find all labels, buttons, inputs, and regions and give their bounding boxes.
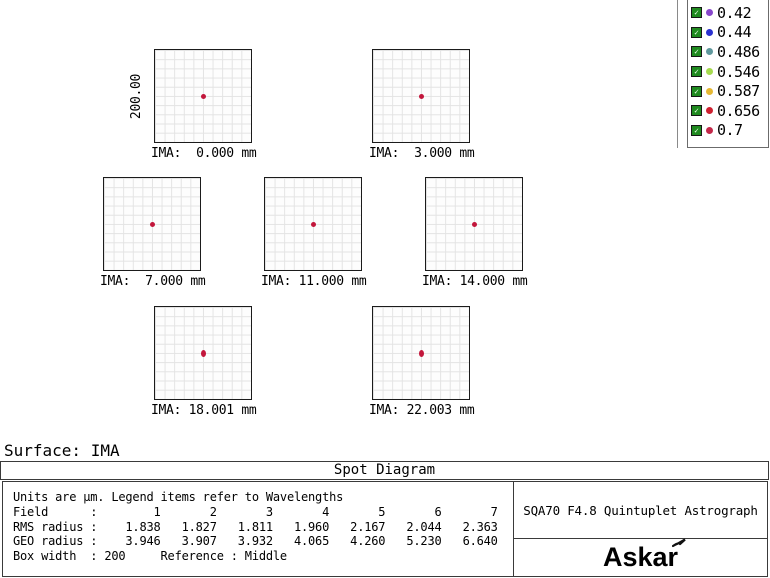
wavelength-legend: ✓ 0.42 ✓ 0.44 ✓ 0.486 ✓ 0.546 ✓ 0.587 ✓ 0.656 ✓ 0.7 — [687, 0, 769, 148]
stats-line: Box width : 200 Reference : Middle — [13, 549, 287, 564]
ima-label: IMA: 11.000 mm — [261, 274, 367, 289]
stats-line: Units are µm. Legend items refer to Wave… — [13, 490, 344, 504]
legend-item[interactable]: ✓ 0.656 — [691, 101, 768, 121]
legend-item[interactable]: ✓ 0.486 — [691, 42, 768, 62]
spot-box — [372, 306, 470, 400]
stats-line: Field : 1 2 3 4 5 6 7 — [13, 504, 498, 519]
legend-item[interactable]: ✓ 0.546 — [691, 62, 768, 82]
legend-item[interactable]: ✓ 0.42 — [691, 3, 768, 23]
spot-cell: IMA: 18.001 mm — [151, 306, 257, 418]
ima-label: IMA: 7.000 mm — [100, 274, 206, 289]
ima-label: IMA: 18.001 mm — [151, 403, 257, 418]
wavelength-color-dot — [706, 48, 713, 56]
wavelength-checkbox-icon[interactable]: ✓ — [691, 85, 702, 97]
wavelength-checkbox-icon[interactable]: ✓ — [691, 7, 702, 19]
logo-swoosh-icon — [672, 538, 686, 548]
askar-logo: Askar — [602, 538, 686, 573]
spot-cell: IMA: 7.000 mm — [100, 177, 206, 289]
wavelength-value: 0.656 — [717, 101, 760, 120]
wavelength-value: 0.42 — [717, 3, 752, 22]
spot-row-3: IMA: 18.001 mm IMA: 22.003 mm — [151, 306, 475, 418]
ima-label: IMA: 3.000 mm — [369, 146, 475, 161]
wavelength-checkbox-icon[interactable]: ✓ — [691, 46, 702, 58]
stats-table: Units are µm. Legend items refer to Wave… — [2, 481, 768, 577]
spot-point — [471, 221, 477, 227]
legend-divider-line — [677, 0, 678, 148]
spot-point — [200, 93, 206, 99]
spot-point — [418, 93, 424, 99]
wavelength-color-dot — [706, 9, 713, 17]
stats-text-cell: Units are µm. Legend items refer to Wave… — [3, 482, 514, 576]
wavelength-color-dot — [706, 68, 713, 76]
spot-row-2: IMA: 7.000 mm IMA: 11.000 mm IMA: 14.000 m… — [100, 177, 528, 289]
wavelength-value: 0.44 — [717, 23, 752, 42]
spot-cell: IMA: 14.000 mm — [422, 177, 528, 289]
wavelength-checkbox-icon[interactable]: ✓ — [691, 66, 702, 78]
box-scale-label: 200.00 — [128, 49, 146, 143]
ima-label: IMA: 22.003 mm — [369, 403, 475, 418]
spot-box — [425, 177, 523, 271]
spot-point — [149, 221, 155, 227]
wavelength-value: 0.486 — [717, 42, 760, 61]
spot-point — [310, 221, 316, 227]
product-name: SQA70 F4.8 Quintuplet Astrograph — [514, 482, 767, 539]
branding-cell: SQA70 F4.8 Quintuplet Astrograph Askar — [514, 482, 767, 576]
spot-cell: IMA: 22.003 mm — [369, 306, 475, 418]
wavelength-checkbox-icon[interactable]: ✓ — [691, 105, 702, 117]
wavelength-color-dot — [706, 126, 713, 134]
wavelength-value: 0.587 — [717, 82, 760, 101]
spot-cell: 200.00 IMA: 0.000 mm — [130, 49, 257, 161]
wavelength-color-dot — [706, 87, 713, 95]
surface-label: Surface: IMA — [4, 441, 120, 460]
legend-item[interactable]: ✓ 0.587 — [691, 81, 768, 101]
spot-box — [154, 306, 252, 400]
wavelength-value: 0.546 — [717, 62, 760, 81]
spot-point — [418, 349, 424, 357]
spot-box — [264, 177, 362, 271]
wavelength-value: 0.7 — [717, 121, 743, 140]
spot-point — [200, 349, 206, 357]
scale-value: 200.00 — [129, 73, 145, 119]
legend-item[interactable]: ✓ 0.44 — [691, 23, 768, 43]
wavelength-checkbox-icon[interactable]: ✓ — [691, 26, 702, 38]
diagram-title: Spot Diagram — [0, 461, 769, 480]
ima-label: IMA: 14.000 mm — [422, 274, 528, 289]
spot-row-1: 200.00 IMA: 0.000 mm IMA: 3.000 mm — [130, 49, 475, 161]
spot-box — [372, 49, 470, 143]
spot-cell: IMA: 3.000 mm — [369, 49, 475, 161]
ima-label: IMA: 0.000 mm — [151, 146, 257, 161]
spot-cell: IMA: 11.000 mm — [261, 177, 367, 289]
legend-item[interactable]: ✓ 0.7 — [691, 121, 768, 141]
wavelength-color-dot — [706, 107, 713, 115]
stats-line: RMS radius : 1.838 1.827 1.811 1.960 2.1… — [13, 519, 498, 534]
wavelength-checkbox-icon[interactable]: ✓ — [691, 124, 702, 136]
logo-text: Askar — [602, 542, 679, 572]
spot-box — [154, 49, 252, 143]
wavelength-color-dot — [706, 28, 713, 36]
spot-box — [103, 177, 201, 271]
logo-cell: Askar — [514, 538, 767, 576]
stats-line: GEO radius : 3.946 3.907 3.932 4.065 4.2… — [13, 534, 498, 549]
legend-items: ✓ 0.42 ✓ 0.44 ✓ 0.486 ✓ 0.546 ✓ 0.587 ✓ 0.656 ✓ 0.7 — [691, 3, 768, 140]
